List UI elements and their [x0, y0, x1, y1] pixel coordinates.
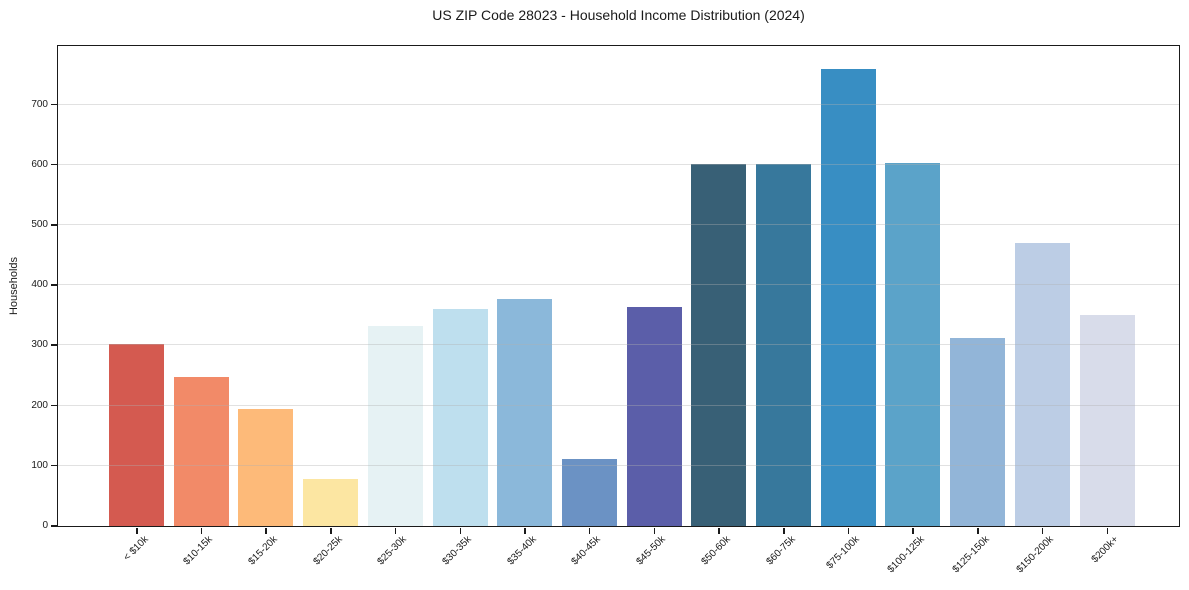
bar	[820, 68, 876, 526]
x-tick-label: $50-60k	[699, 534, 733, 568]
x-tick	[718, 528, 720, 534]
x-tick-label: $75-100k	[824, 534, 862, 572]
bar	[367, 326, 423, 526]
y-tick	[50, 525, 57, 527]
bar	[1079, 314, 1135, 526]
y-tick-label: 200	[31, 399, 48, 411]
x-tick	[459, 528, 461, 534]
x-tick	[200, 528, 203, 534]
x-tick	[783, 528, 785, 534]
x-tick-label: $100-125k	[885, 534, 927, 576]
y-tick	[50, 224, 57, 226]
bar	[238, 408, 294, 526]
x-tick	[1041, 528, 1044, 534]
y-tick-label: 600	[31, 158, 48, 170]
gridline	[58, 163, 1179, 165]
bar	[885, 162, 941, 526]
y-tick	[50, 344, 57, 346]
y-tick	[50, 464, 57, 467]
x-tick	[394, 528, 397, 534]
bar	[561, 459, 617, 526]
y-tick-label: 500	[31, 219, 48, 231]
y-tick	[50, 284, 57, 286]
bar	[432, 309, 488, 526]
y-tick-label: 400	[31, 279, 48, 291]
x-tick	[330, 528, 332, 534]
x-tick	[977, 528, 979, 534]
x-tick-label: < $10k	[121, 534, 151, 564]
x-tick-label: $35-40k	[505, 534, 539, 568]
x-tick-label: $150-200k	[1014, 534, 1057, 576]
x-tick	[588, 528, 591, 534]
bar	[626, 306, 682, 526]
bar	[756, 163, 811, 526]
y-tick-label: 300	[31, 339, 48, 351]
bar	[173, 376, 229, 526]
x-tick-label: $15-20k	[246, 534, 280, 568]
gridline	[58, 224, 1179, 226]
x-tick-label: $60-75k	[763, 534, 798, 568]
x-tick-label: $40-45k	[569, 534, 604, 568]
bar	[303, 479, 359, 526]
gridline	[58, 344, 1179, 346]
bar	[1014, 243, 1070, 526]
x-tick	[912, 528, 914, 534]
x-tick	[847, 528, 850, 534]
y-tick-label: 700	[31, 98, 48, 110]
y-tick-label: 100	[31, 459, 48, 471]
gridline	[58, 464, 1179, 466]
x-tick-label: $25-30k	[375, 534, 410, 568]
bar	[109, 344, 164, 526]
x-tick-label: $10-15k	[181, 534, 215, 568]
y-tick-label: 0	[42, 520, 48, 531]
x-tick-label: $45-50k	[634, 534, 668, 568]
y-tick	[50, 103, 57, 106]
x-tick-label: $20-25k	[311, 534, 345, 568]
x-tick	[653, 528, 656, 534]
x-tick-label: $125-150k	[950, 534, 992, 576]
chart-title: US ZIP Code 28023 - Household Income Dis…	[432, 7, 805, 23]
bar	[691, 163, 747, 526]
y-tick	[50, 404, 57, 407]
x-tick-label: $30-35k	[440, 534, 474, 568]
x-tick	[1106, 528, 1108, 534]
x-tick	[136, 528, 138, 534]
bar	[950, 338, 1006, 526]
gridline	[58, 404, 1179, 406]
y-tick	[50, 163, 57, 166]
x-tick	[265, 528, 267, 534]
gridline	[58, 284, 1179, 286]
x-tick	[524, 528, 526, 534]
x-tick-label: $200k+	[1089, 534, 1121, 566]
bar	[497, 299, 553, 526]
plot-area: 0 100 200 300 400 500 600 700 < $10k $10-15k $15-2…	[31, 45, 1180, 575]
gridline	[58, 103, 1179, 105]
